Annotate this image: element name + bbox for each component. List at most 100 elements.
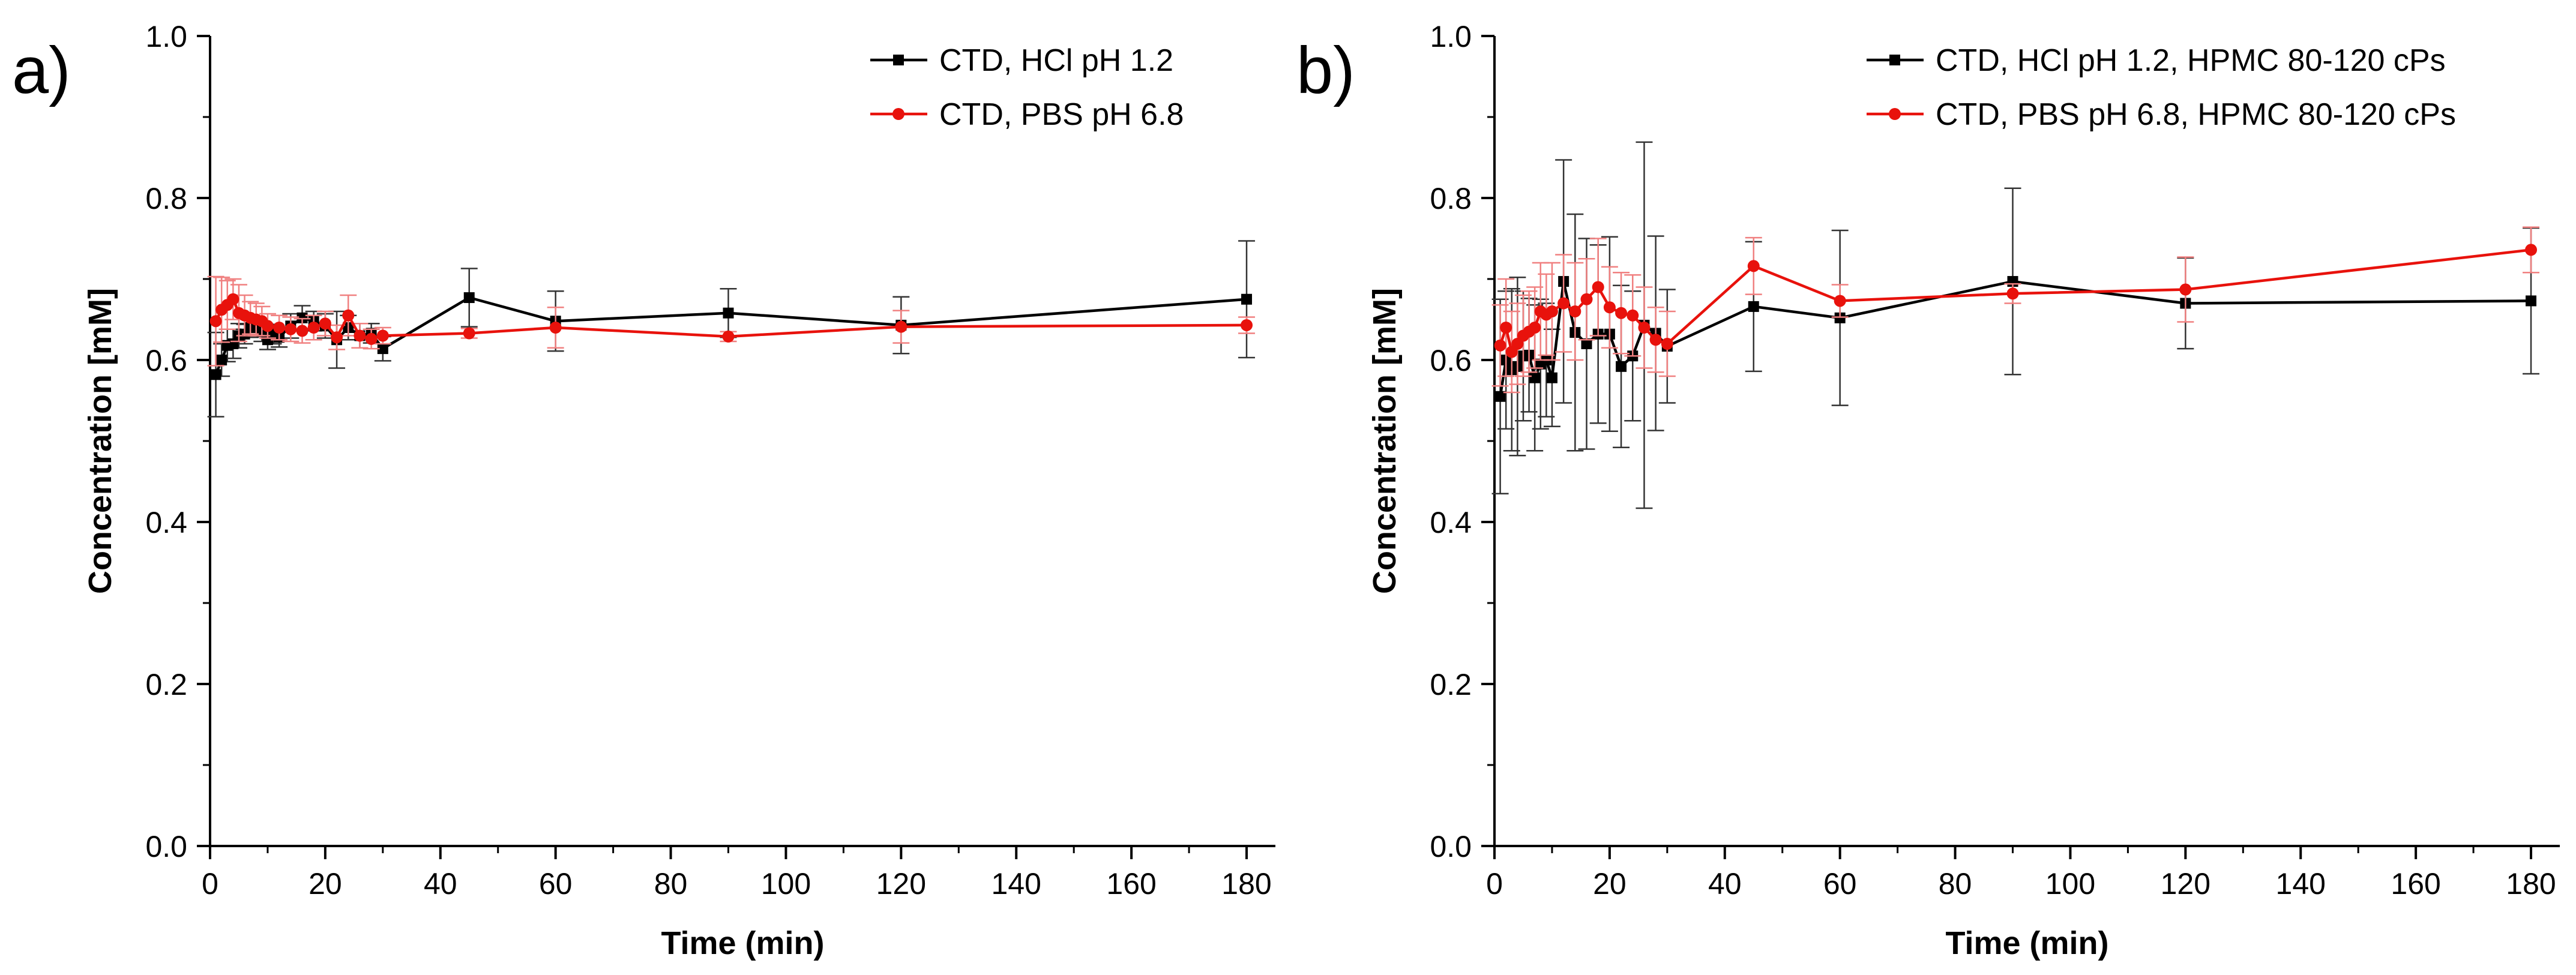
data-point [1616,361,1627,372]
data-point [331,331,343,344]
data-point [1546,372,1557,383]
data-point [1627,309,1639,322]
data-point [723,307,734,319]
data-point [1241,293,1253,305]
panel-a: a) 0 20 40 60 80 100 120 140 160 180 0.0 0.2 0.4 0.6 0.… [12,20,1275,961]
x-tick-label: 160 [2391,867,2440,901]
data-point [1638,322,1651,334]
y-axis-title: Concentration [mM] [82,288,118,594]
data-point [1748,301,1759,312]
data-point [549,322,562,334]
data-point [1545,305,1558,317]
y-tick-label: 0.2 [1430,668,1472,701]
legend-label: CTD, HCl pH 1.2 [939,43,1173,78]
x-tick-label: 140 [2276,867,2326,901]
data-point [1529,322,1541,334]
x-tick-label: 80 [1939,867,1972,901]
data-point [722,330,735,343]
y-tick-label: 0.8 [1430,182,1472,215]
y-axis-title: Concentration [mM] [1367,288,1403,594]
x-tick-label: 80 [654,867,688,901]
data-point [376,329,389,342]
data-point [1557,297,1570,310]
legend-marker [1889,108,1901,120]
x-tick-label: 100 [761,867,811,901]
data-point [2525,244,2538,256]
legend-label: CTD, HCl pH 1.2, HPMC 80-120 cPs [1936,43,2446,78]
y-tick-label: 0.6 [1430,344,1472,377]
data-point [1834,295,1846,307]
data-point [296,325,308,337]
data-point [2179,283,2192,296]
x-tick-label: 0 [202,867,218,901]
y-tick-label: 0.2 [145,668,187,701]
data-point [1603,301,1616,314]
panel-b: b) 0 20 40 60 80 100 120 140 160 180 0.0 0.2 0.4 0.6 0.… [1296,20,2560,961]
data-point [365,332,378,345]
y-tick-label: 0.6 [145,344,187,377]
x-tick-label: 40 [1708,867,1742,901]
x-tick-label: 180 [1221,867,1271,901]
legend-label: CTD, PBS pH 6.8, HPMC 80-120 cPs [1936,97,2456,132]
data-point [307,322,320,334]
series-1 [207,275,1256,367]
data-point [342,309,355,322]
x-axis-title: Time (min) [1945,925,2108,961]
legend-marker [893,55,904,65]
y-tick-label: 0.0 [1430,830,1472,863]
data-point [319,317,331,330]
data-point [1494,339,1506,352]
x-tick-label: 120 [876,867,926,901]
x-tick-label: 120 [2161,867,2210,901]
x-tick-label: 100 [2045,867,2095,901]
data-point [1661,338,1673,350]
data-point [1747,260,1760,272]
y-tick-label: 0.8 [145,182,187,215]
data-point [377,343,388,355]
y-tick-label: 0.0 [145,830,187,863]
data-point [2006,287,2019,300]
x-tick-label: 0 [1486,867,1503,901]
data-point [1615,307,1628,319]
data-point [463,327,475,340]
panel-label: a) [12,34,71,107]
x-tick-label: 20 [1593,867,1627,901]
y-tick-label: 1.0 [145,20,187,53]
data-point [1494,391,1506,402]
y-tick-label: 0.4 [1430,506,1472,539]
data-point [1834,312,1846,323]
data-point [1581,338,1592,349]
data-point [1241,319,1253,331]
data-point [1569,305,1581,317]
data-point [1580,293,1593,305]
data-point [261,320,274,332]
legend-marker [1889,55,1900,65]
legend-label: CTD, PBS pH 6.8 [939,97,1184,132]
data-point [1649,334,1662,346]
y-tick-label: 1.0 [1430,20,1472,53]
x-tick-label: 160 [1106,867,1156,901]
data-point [1500,322,1512,334]
data-point [216,355,227,365]
x-tick-label: 20 [308,867,342,901]
y-tick-label: 0.4 [145,506,187,539]
x-tick-label: 140 [992,867,1041,901]
x-tick-label: 40 [424,867,457,901]
data-point [210,369,221,380]
data-point [284,323,297,335]
data-point [227,293,239,305]
data-point [2526,295,2537,307]
data-point [895,320,907,333]
data-point [273,322,286,334]
data-point [209,315,222,328]
data-point [463,292,475,304]
x-tick-label: 60 [539,867,573,901]
data-point [354,329,366,342]
legend-marker [892,108,904,120]
data-point [296,312,308,323]
x-tick-label: 60 [1823,867,1857,901]
data-point [1529,372,1541,383]
x-axis-title: Time (min) [661,925,824,961]
x-tick-label: 180 [2506,867,2556,901]
